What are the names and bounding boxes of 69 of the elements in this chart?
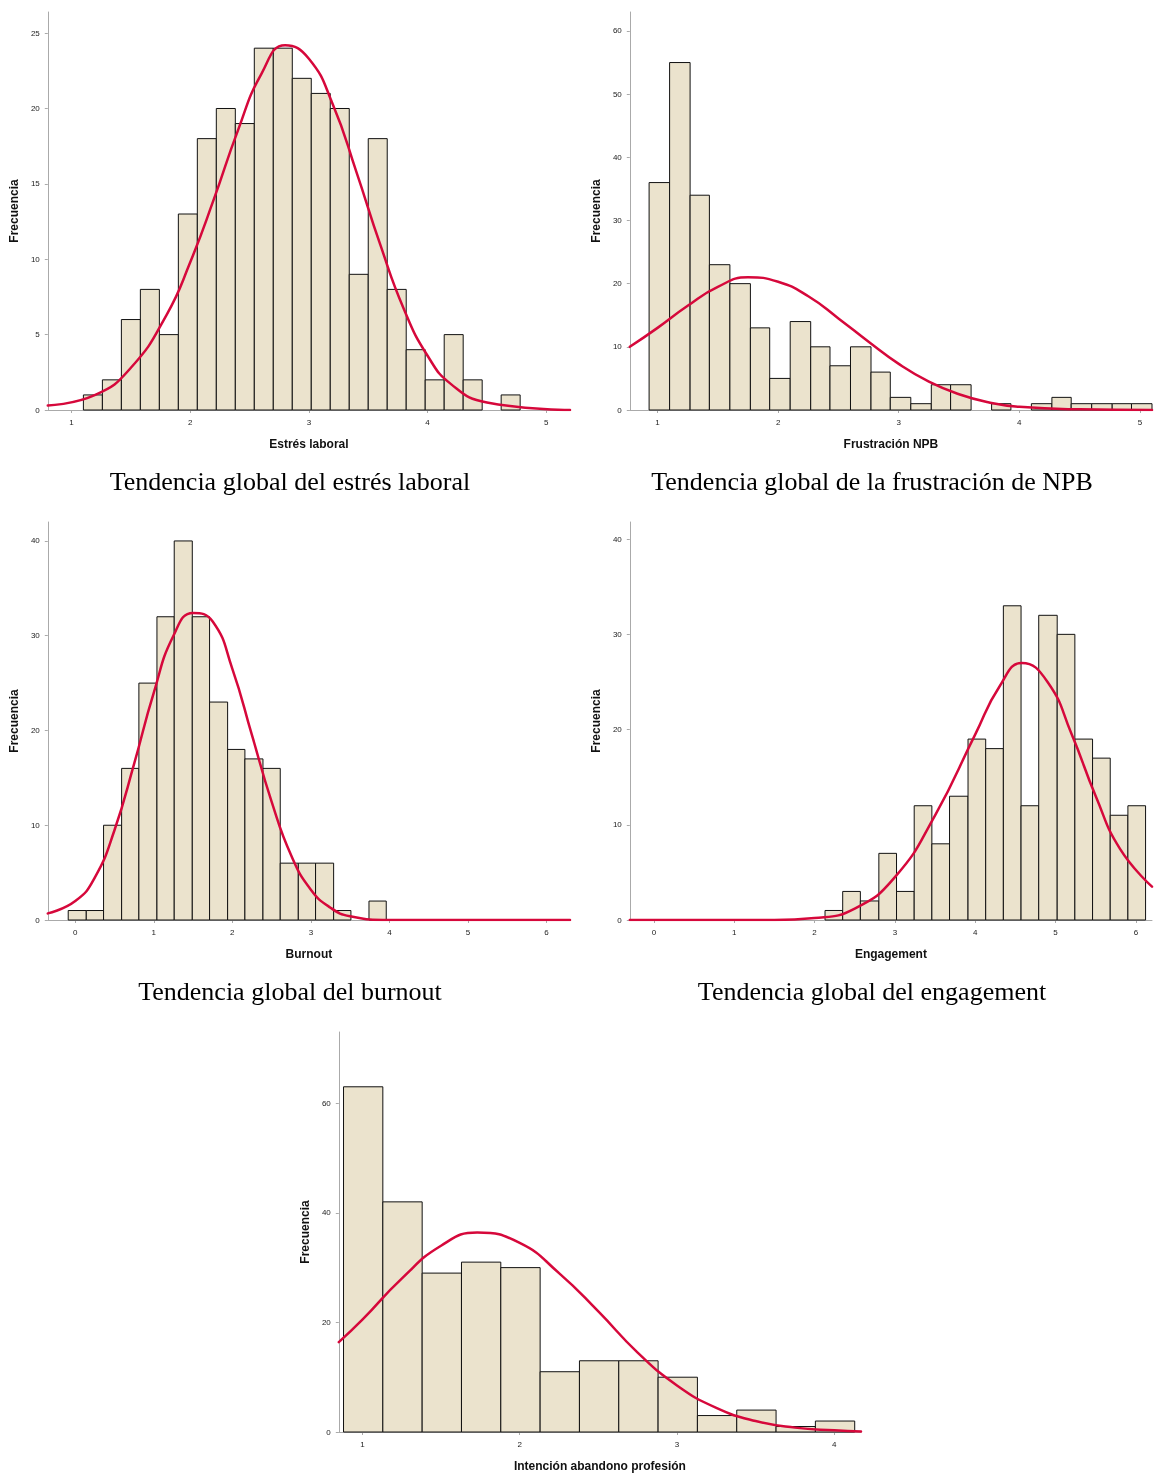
x-tick-label: 1 <box>732 927 738 937</box>
y-tick-label: 0 <box>617 405 623 415</box>
text: Tendencia global del estrés laboral <box>109 466 471 496</box>
x-tick-label: 6 <box>544 927 550 937</box>
y-tick-label: 20 <box>612 725 623 735</box>
y-tick-label: 40 <box>612 534 623 544</box>
y-tick-label: 50 <box>612 89 623 99</box>
x-tick-label: 0 <box>73 927 79 937</box>
x-tick-label: 2 <box>230 927 236 937</box>
y-tick-label: 30 <box>30 631 41 641</box>
x-tick-label: 5 <box>1137 417 1143 427</box>
x-tick-label: 3 <box>306 417 312 427</box>
y-tick-label: 20 <box>612 279 623 289</box>
text: Tendencia global de la frustración de NPB <box>651 466 1093 496</box>
y-axis-title: Frecuencia <box>589 179 603 243</box>
y-axis-title: Frecuencia <box>7 179 21 243</box>
y-tick-label: 40 <box>612 152 623 162</box>
y-tick-label: 0 <box>35 405 41 415</box>
x-tick-label: 1 <box>69 417 75 427</box>
x-tick-label: 1 <box>655 417 661 427</box>
x-tick-label: 2 <box>517 1439 523 1449</box>
y-tick-label: 20 <box>30 103 41 113</box>
x-tick-label: 6 <box>1133 927 1139 937</box>
y-tick-label: 20 <box>321 1317 332 1327</box>
x-tick-label: 3 <box>674 1439 680 1449</box>
x-tick-label: 2 <box>812 927 818 937</box>
y-tick-label: 10 <box>30 820 41 830</box>
x-axis-title: Intención abandono profesión <box>513 1459 686 1473</box>
y-tick-label: 40 <box>30 536 41 546</box>
x-tick-label: 2 <box>187 417 193 427</box>
y-tick-label: 0 <box>326 1427 332 1437</box>
x-tick-label: 4 <box>1017 417 1023 427</box>
x-tick-label: 1 <box>360 1439 366 1449</box>
y-tick-label: 10 <box>612 342 623 352</box>
x-tick-label: 5 <box>465 927 471 937</box>
x-tick-label: 5 <box>544 417 550 427</box>
x-tick-label: 2 <box>775 417 781 427</box>
x-tick-label: 5 <box>1053 927 1059 937</box>
x-tick-label: 3 <box>896 417 902 427</box>
x-axis-title: Frustración NPB <box>843 437 939 451</box>
y-tick-label: 30 <box>612 629 623 639</box>
x-tick-label: 3 <box>308 927 314 937</box>
y-tick-label: 0 <box>35 915 41 925</box>
y-axis-title: Frecuencia <box>298 1200 312 1264</box>
y-tick-label: 40 <box>321 1208 332 1218</box>
y-tick-label: 5 <box>35 330 41 340</box>
x-tick-label: 4 <box>832 1439 838 1449</box>
y-axis-title: Frecuencia <box>7 689 21 753</box>
y-tick-label: 60 <box>321 1098 332 1108</box>
y-tick-label: 25 <box>30 28 41 38</box>
text: Tendencia global del burnout <box>138 976 443 1006</box>
y-tick-label: 10 <box>30 254 41 264</box>
y-tick-label: 30 <box>612 215 623 225</box>
y-tick-label: 10 <box>612 820 623 830</box>
x-axis-title: Engagement <box>854 947 927 961</box>
y-tick-label: 60 <box>612 26 623 36</box>
y-tick-label: 20 <box>30 725 41 735</box>
text: Tendencia global del engagement <box>697 976 1047 1006</box>
x-tick-label: 1 <box>151 927 157 937</box>
x-tick-label: 4 <box>425 417 431 427</box>
x-axis-title: Estrés laboral <box>269 437 349 451</box>
x-tick-label: 4 <box>387 927 393 937</box>
y-tick-label: 15 <box>30 179 41 189</box>
x-tick-label: 0 <box>651 927 657 937</box>
x-tick-label: 3 <box>892 927 898 937</box>
x-axis-title: Burnout <box>285 947 333 961</box>
y-tick-label: 0 <box>617 915 623 925</box>
y-axis-title: Frecuencia <box>589 689 603 753</box>
x-tick-label: 4 <box>973 927 979 937</box>
